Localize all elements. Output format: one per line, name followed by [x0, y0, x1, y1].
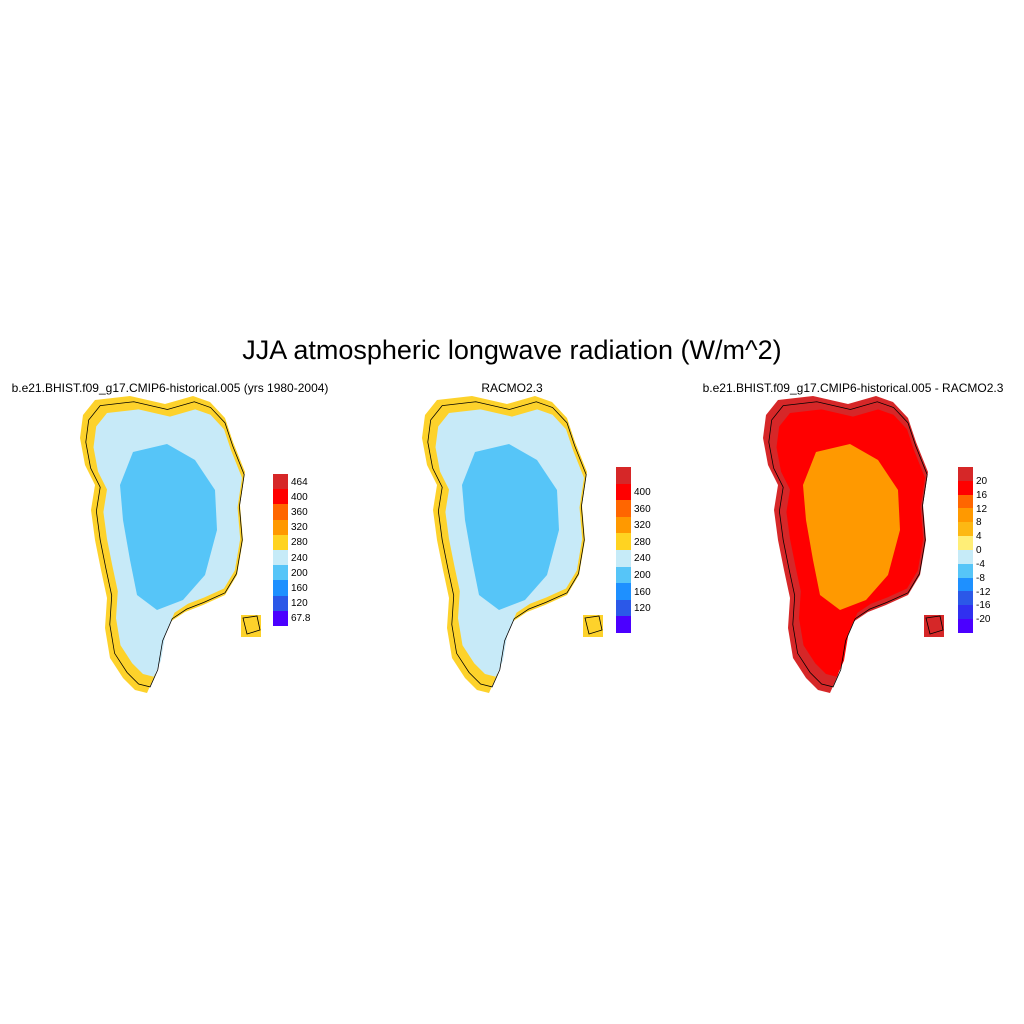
colorbar-label: 464	[291, 476, 308, 488]
colorbar-swatch	[616, 500, 631, 517]
coastline	[427, 401, 587, 688]
colorbar-label: 400	[634, 486, 651, 498]
colorbar-label: 120	[634, 603, 651, 615]
colorbar-label: -8	[976, 572, 985, 584]
colorbar-swatch	[958, 577, 973, 592]
colorbar-label: 280	[291, 537, 308, 549]
map-difference	[763, 396, 944, 693]
colorbar-strip	[273, 474, 288, 626]
colorbar-swatch	[616, 599, 631, 617]
colorbar-swatch	[616, 516, 631, 534]
colorbar-label: -16	[976, 600, 991, 612]
colorbar-label: -12	[976, 586, 991, 598]
colorbar-swatch	[616, 549, 631, 567]
east-island	[583, 615, 603, 637]
figure-title: JJA atmospheric longwave radiation (W/m^…	[242, 335, 782, 365]
east-island	[924, 615, 944, 637]
colorbar-swatch	[958, 563, 973, 578]
colorbar-swatch	[958, 605, 973, 620]
colorbar-label: 160	[634, 586, 651, 598]
colorbar-label: 67.8	[291, 613, 311, 625]
colorbar-label: 320	[291, 522, 308, 534]
colorbar-swatch	[958, 467, 973, 481]
east-island-coast	[925, 615, 944, 635]
colorbar-strip	[616, 467, 631, 633]
map-racmo	[422, 396, 603, 693]
colorbar-swatch	[273, 534, 288, 550]
colorbar-label: 200	[634, 569, 651, 581]
colorbar-swatch	[273, 474, 288, 490]
colorbar-swatch	[273, 549, 288, 566]
ice-sheet-interior	[803, 444, 900, 610]
colorbar-swatch	[273, 504, 288, 520]
colorbar-label: 120	[291, 598, 308, 610]
east-island-coast	[242, 615, 261, 635]
colorbar-label: 240	[634, 553, 651, 565]
colorbar-label: 160	[291, 583, 308, 594]
colorbar-swatch	[273, 595, 288, 611]
colorbar-label: 280	[634, 536, 651, 548]
east-island-coast	[584, 615, 603, 635]
map-model	[80, 396, 261, 693]
colorbar-swatch	[958, 549, 973, 564]
colorbar-label: 400	[291, 491, 308, 503]
east-island	[241, 615, 261, 637]
colorbar-swatch	[616, 583, 631, 600]
ice-sheet-interior	[120, 444, 217, 610]
colorbar-label: 16	[976, 489, 988, 501]
panel-title-model: b.e21.BHIST.f09_g17.CMIP6-historical.005…	[11, 381, 329, 395]
panel-title-difference: b.e21.BHIST.f09_g17.CMIP6-historical.005…	[702, 381, 1004, 395]
colorbar-swatch	[616, 616, 631, 633]
colorbar-swatch	[273, 489, 288, 505]
colorbar-label: 320	[634, 520, 651, 532]
colorbar-label: 240	[291, 552, 308, 564]
colorbar-swatch	[616, 566, 631, 584]
colorbar-swatch	[616, 483, 631, 501]
colorbar-swatch	[273, 565, 288, 581]
colorbar-label: 4	[976, 531, 982, 543]
colorbar-swatch	[273, 519, 288, 535]
colorbar-swatch	[273, 610, 288, 626]
panel-title-racmo: RACMO2.3	[481, 381, 543, 395]
colorbar-swatch	[958, 536, 973, 550]
colorbar-swatch	[958, 591, 973, 606]
colorbar-label: 360	[634, 503, 651, 515]
coastline	[768, 401, 928, 688]
colorbar-label: 0	[976, 545, 982, 556]
colorbar-swatch	[958, 619, 973, 633]
colorbar-swatch	[273, 580, 288, 596]
colorbar-label: 8	[976, 517, 982, 529]
colorbar-swatch	[616, 467, 631, 484]
colorbar-swatch	[958, 508, 973, 523]
colorbar-label: -20	[976, 614, 991, 626]
colorbar-label: -4	[976, 558, 985, 570]
colorbar-label: 12	[976, 503, 988, 515]
colorbar-swatch	[958, 494, 973, 509]
coastline	[85, 401, 245, 688]
colorbar-label: 200	[291, 567, 308, 579]
colorbar-label: 20	[976, 475, 988, 487]
colorbar-swatch	[616, 533, 631, 550]
colorbar-swatch	[958, 480, 973, 495]
ice-sheet-interior	[462, 444, 559, 610]
colorbar-strip	[958, 467, 973, 633]
colorbar-swatch	[958, 522, 973, 537]
colorbar-label: 360	[291, 507, 308, 518]
